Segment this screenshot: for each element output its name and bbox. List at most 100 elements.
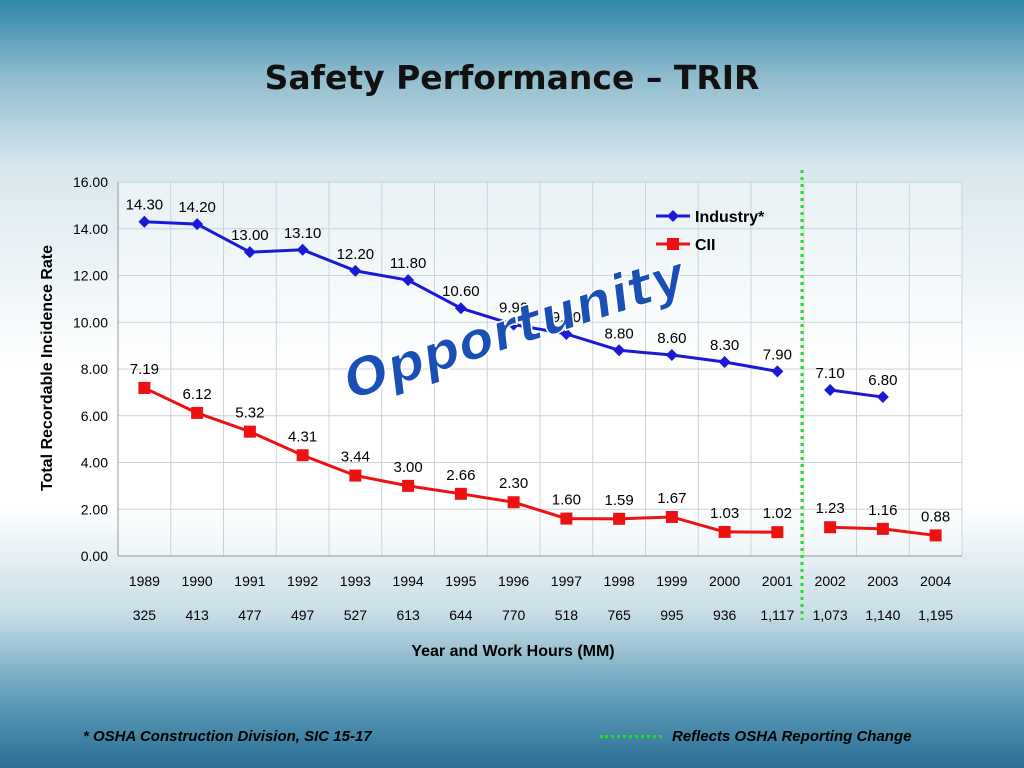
data-point xyxy=(613,344,626,357)
footnote-source: * OSHA Construction Division, SIC 15-17 xyxy=(83,728,372,745)
data-label: 1.16 xyxy=(868,502,897,519)
data-label: 14.30 xyxy=(126,197,164,214)
data-label: 8.30 xyxy=(710,337,739,354)
chart-grid xyxy=(117,181,963,557)
legend-label: Industry* xyxy=(695,209,765,226)
data-point xyxy=(718,525,731,538)
y-tick-label: 4.00 xyxy=(81,455,108,471)
data-label: 2.30 xyxy=(499,475,528,492)
y-tick-label: 16.00 xyxy=(73,174,108,190)
x-axis-tick-labels: 1989 325 1990 413 1991 477 1992 497 1993 527 1994 6… xyxy=(129,573,954,623)
data-point xyxy=(243,246,256,259)
x-tick-year: 1990 xyxy=(182,573,213,589)
x-tick-year: 1994 xyxy=(393,573,424,589)
data-point xyxy=(243,425,256,438)
data-label: 1.60 xyxy=(552,492,581,509)
data-label: 3.44 xyxy=(341,449,370,466)
x-tick-year: 1993 xyxy=(340,573,371,589)
data-label: 11.80 xyxy=(390,255,426,272)
data-label: 1.02 xyxy=(763,505,792,522)
data-point xyxy=(560,327,573,340)
data-label: 6.12 xyxy=(183,386,212,403)
x-tick-year: 1991 xyxy=(234,573,265,589)
data-label: 12.20 xyxy=(337,246,375,263)
data-point xyxy=(665,510,678,523)
y-tick-label: 6.00 xyxy=(81,408,108,424)
data-label: 7.10 xyxy=(816,365,845,382)
x-tick-year: 1999 xyxy=(656,573,687,589)
x-tick-year: 1995 xyxy=(445,573,476,589)
data-point xyxy=(454,487,467,500)
data-point xyxy=(507,318,520,331)
x-tick-work-hours: 325 xyxy=(133,607,157,623)
data-point xyxy=(296,449,309,462)
data-label: 4.31 xyxy=(288,428,317,445)
data-label: 7.19 xyxy=(130,361,159,378)
x-tick-work-hours: 995 xyxy=(660,607,684,623)
x-tick-work-hours: 1,195 xyxy=(918,607,953,623)
x-tick-year: 2004 xyxy=(920,573,951,589)
y-tick-label: 8.00 xyxy=(81,361,108,377)
x-tick-year: 1992 xyxy=(287,573,318,589)
reporting-change-legend-line xyxy=(600,735,662,738)
data-point xyxy=(507,496,520,509)
data-point xyxy=(138,381,151,394)
x-tick-year: 1989 xyxy=(129,573,160,589)
series-industry: 14.30 14.20 13.00 13.10 12.20 11.80 10.60 9.90 9… xyxy=(126,197,897,404)
x-tick-work-hours: 477 xyxy=(238,607,262,623)
data-point xyxy=(402,479,415,492)
x-tick-year: 2000 xyxy=(709,573,740,589)
data-label: 3.00 xyxy=(394,459,423,476)
x-tick-year: 2002 xyxy=(815,573,846,589)
data-point xyxy=(191,218,204,231)
x-tick-work-hours: 518 xyxy=(555,607,579,623)
data-label: 2.66 xyxy=(446,467,475,484)
data-point xyxy=(876,522,889,535)
x-axis-label: Year and Work Hours (MM) xyxy=(411,643,614,660)
data-point xyxy=(349,469,362,482)
data-point xyxy=(560,512,573,525)
data-label: 1.67 xyxy=(657,490,686,507)
series-layer: 14.30 14.20 13.00 13.10 12.20 11.80 10.60 9.90 9… xyxy=(126,197,950,542)
data-label: 8.60 xyxy=(657,330,686,347)
data-label: 8.80 xyxy=(605,325,634,342)
x-tick-work-hours: 765 xyxy=(607,607,631,623)
chart-legend: Industry* CII xyxy=(656,209,765,254)
data-label: 1.59 xyxy=(605,492,634,509)
x-tick-year: 1997 xyxy=(551,573,582,589)
x-tick-year: 1996 xyxy=(498,573,529,589)
data-label: 6.80 xyxy=(868,372,897,389)
y-tick-label: 2.00 xyxy=(81,501,108,517)
data-point xyxy=(454,302,467,315)
y-axis-label: Total Recordable Incidence Rate xyxy=(39,245,56,491)
data-point xyxy=(296,243,309,256)
data-point xyxy=(718,355,731,368)
y-tick-label: 14.00 xyxy=(73,221,108,237)
data-label: 1.23 xyxy=(816,500,845,517)
data-label: 7.90 xyxy=(763,346,792,363)
data-point xyxy=(349,264,362,277)
data-label: 10.60 xyxy=(442,283,480,300)
data-point xyxy=(824,384,837,397)
series-line xyxy=(829,388,884,399)
data-label: 13.10 xyxy=(284,225,322,242)
data-label: 13.00 xyxy=(231,227,269,244)
data-label: 9.90 xyxy=(499,300,528,317)
x-tick-work-hours: 1,073 xyxy=(813,607,848,623)
y-tick-label: 10.00 xyxy=(73,314,108,330)
data-point xyxy=(665,348,678,361)
footnote-reporting-change: Reflects OSHA Reporting Change xyxy=(672,728,912,745)
x-tick-work-hours: 527 xyxy=(344,607,368,623)
x-tick-work-hours: 936 xyxy=(713,607,737,623)
data-point xyxy=(771,526,784,539)
data-point xyxy=(613,512,626,525)
legend-label: CII xyxy=(695,237,715,254)
y-tick-label: 0.00 xyxy=(81,548,108,564)
x-tick-year: 2003 xyxy=(867,573,898,589)
x-tick-year: 1998 xyxy=(604,573,635,589)
legend-marker xyxy=(667,238,679,250)
x-tick-year: 2001 xyxy=(762,573,793,589)
data-label: 5.32 xyxy=(235,405,264,422)
x-tick-work-hours: 1,140 xyxy=(865,607,900,623)
